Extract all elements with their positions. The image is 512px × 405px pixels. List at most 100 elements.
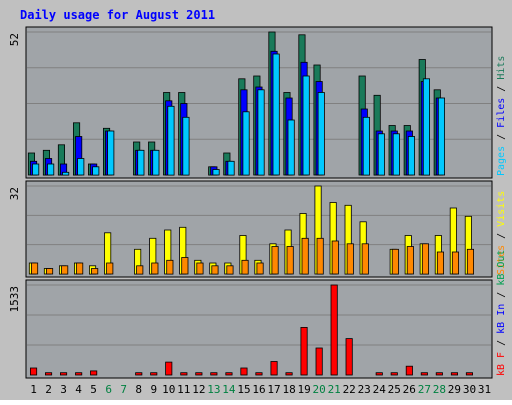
bar-kb-f-day-28 xyxy=(435,372,443,376)
x-tick-label-day-6: 6 xyxy=(105,383,112,396)
x-axis-labels: 1 2 3 4 5 6 7 8 9 10 11 12 13 14 15 16 17 18 19 20 21 22 23 24 2… xyxy=(30,383,491,396)
x-tick-label-day-7: 7 xyxy=(120,383,127,396)
bar-pages-day-19 xyxy=(302,75,310,176)
bar-sites-day-6 xyxy=(106,262,114,275)
bar-kb-f-day-16 xyxy=(255,372,263,376)
bar-pages-day-11 xyxy=(182,116,190,176)
bar-kb-f-day-30 xyxy=(465,372,473,376)
bar-sites-day-13 xyxy=(211,265,219,275)
bar-pages-day-24 xyxy=(377,133,385,176)
bar-pages-day-3 xyxy=(62,171,70,176)
x-tick-label-day-2: 2 xyxy=(45,383,52,396)
bar-pages-day-17 xyxy=(272,53,280,176)
bar-kb-f-day-29 xyxy=(450,372,458,376)
legend-separator: / xyxy=(496,128,507,146)
bar-pages-day-23 xyxy=(362,116,370,176)
bar-sites-day-2 xyxy=(46,268,54,275)
x-tick-label-day-12: 12 xyxy=(192,383,205,396)
bar-kb-f-day-20 xyxy=(315,347,323,376)
bar-pages-day-8 xyxy=(137,149,145,176)
panel-hits_files_pages: 52 Pages / Files / Hits xyxy=(8,26,507,179)
bar-kb-f-day-24 xyxy=(375,372,383,376)
bar-kb-f-day-11 xyxy=(180,372,188,376)
bar-pages-day-5 xyxy=(92,166,100,176)
y-max-label: 32 xyxy=(8,187,21,200)
x-tick-label-day-4: 4 xyxy=(75,383,82,396)
bar-kb-f-day-1 xyxy=(29,367,38,376)
legend-entry: Pages xyxy=(496,146,507,176)
bar-kb-f-day-21 xyxy=(330,284,338,376)
panel-kbytes: 1533 kB F / kB In / kB Out xyxy=(8,250,507,379)
bar-sites-day-26 xyxy=(406,246,414,275)
bar-pages-day-13 xyxy=(212,169,220,176)
x-tick-label-day-26: 26 xyxy=(403,383,416,396)
legend-entry: kB F xyxy=(496,352,507,376)
bar-kb-f-day-13 xyxy=(210,372,218,376)
y-max-label: 1533 xyxy=(8,286,21,313)
bar-sites-day-1 xyxy=(30,262,39,275)
x-tick-label-day-16: 16 xyxy=(252,383,265,396)
x-tick-label-day-24: 24 xyxy=(373,383,387,396)
x-tick-label-day-17: 17 xyxy=(267,383,280,396)
bar-sites-day-14 xyxy=(226,265,234,275)
bar-sites-day-17 xyxy=(271,246,279,275)
bar-sites-day-22 xyxy=(346,243,354,275)
x-tick-label-day-23: 23 xyxy=(358,383,371,396)
x-tick-label-day-20: 20 xyxy=(312,383,325,396)
bar-kb-f-day-8 xyxy=(135,372,143,376)
bar-pages-day-10 xyxy=(167,105,175,176)
bar-sites-day-18 xyxy=(286,246,294,275)
legend: kB F / kB In / kB Out xyxy=(496,250,507,376)
x-tick-label-day-18: 18 xyxy=(282,383,295,396)
bar-sites-day-21 xyxy=(331,240,339,275)
plot-area xyxy=(25,279,493,379)
bar-kb-f-day-2 xyxy=(45,372,53,376)
x-tick-label-day-25: 25 xyxy=(388,383,401,396)
bar-pages-day-6 xyxy=(107,130,115,176)
bar-sites-day-27 xyxy=(421,243,429,275)
bar-pages-day-25 xyxy=(392,133,400,176)
x-tick-label-day-5: 5 xyxy=(90,383,97,396)
bar-kb-f-day-10 xyxy=(165,361,173,376)
bar-pages-day-28 xyxy=(437,97,445,176)
y-max-label: 52 xyxy=(8,33,21,46)
x-tick-label-day-8: 8 xyxy=(135,383,142,396)
bar-pages-day-9 xyxy=(152,149,160,176)
legend-entry: Visits xyxy=(496,191,507,227)
bar-sites-day-8 xyxy=(136,265,144,275)
bar-pages-day-16 xyxy=(257,89,265,176)
bar-sites-day-15 xyxy=(241,259,249,275)
bar-pages-day-15 xyxy=(242,111,250,176)
x-tick-label-day-11: 11 xyxy=(177,383,190,396)
bar-sites-day-12 xyxy=(196,262,204,275)
bar-kb-f-day-14 xyxy=(225,372,233,376)
bar-sites-day-4 xyxy=(76,262,84,275)
x-tick-label-day-27: 27 xyxy=(418,383,431,396)
bar-sites-day-30 xyxy=(466,248,474,275)
x-tick-label-day-14: 14 xyxy=(222,383,236,396)
legend-entry: Hits xyxy=(496,56,507,80)
x-tick-label-day-28: 28 xyxy=(433,383,446,396)
x-tick-label-day-19: 19 xyxy=(297,383,310,396)
legend-separator: / xyxy=(496,80,507,98)
x-tick-label-day-1: 1 xyxy=(30,383,37,396)
chart-title: Daily usage for August 2011 xyxy=(20,8,215,22)
legend: Pages / Files / Hits xyxy=(496,56,507,176)
bar-kb-f-day-18 xyxy=(285,372,293,376)
x-tick-label-day-9: 9 xyxy=(150,383,157,396)
x-tick-label-day-30: 30 xyxy=(463,383,476,396)
x-tick-label-day-29: 29 xyxy=(448,383,461,396)
bar-kb-f-day-17 xyxy=(270,361,278,376)
bar-kb-f-day-22 xyxy=(345,338,353,376)
bar-kb-f-day-27 xyxy=(420,372,428,376)
bar-pages-day-27 xyxy=(422,78,430,176)
bar-pages-day-1 xyxy=(32,163,40,176)
bar-sites-day-25 xyxy=(391,248,399,275)
bar-sites-day-28 xyxy=(436,251,444,275)
bar-sites-day-11 xyxy=(181,257,189,275)
x-tick-label-day-3: 3 xyxy=(60,383,67,396)
bar-kb-f-day-19 xyxy=(300,326,308,376)
